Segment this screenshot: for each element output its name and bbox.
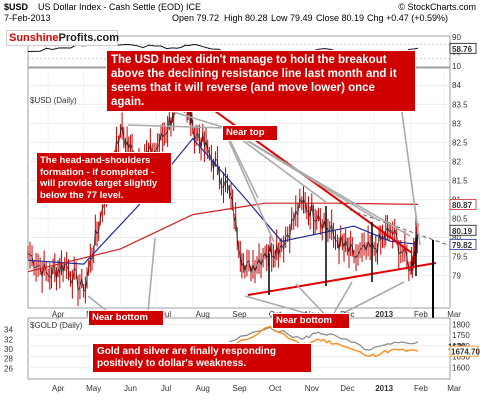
gold-panel-label: $GOLD (Daily) <box>30 321 83 330</box>
chart-close: Close 80.19 <box>316 13 364 23</box>
brand-part-2: Profits.com <box>58 32 120 44</box>
rsi-value-box <box>449 42 477 54</box>
brand-part-1: Sunshine <box>9 32 59 44</box>
price-ytick-label: 80 <box>452 233 461 242</box>
price-xtick-label: Feb <box>414 310 428 319</box>
price-ytick-label: 80.5 <box>452 214 468 223</box>
near-top-callout: Near top <box>222 125 278 141</box>
pointer-top-note <box>399 97 421 246</box>
price-ytick-label: 84 <box>452 81 461 90</box>
near-bottom-callout-2: Near bottom <box>272 313 350 329</box>
gold-xtick-label: Jul <box>161 384 171 393</box>
gold-xtick-label: 2013 <box>375 384 393 393</box>
price-xtick-label: Jul <box>161 310 171 319</box>
pointer-near-top-2 <box>127 124 227 129</box>
gold-value-box <box>449 345 479 357</box>
gold-line <box>229 325 419 358</box>
price-line <box>27 84 419 293</box>
chart-change: Chg +0.47 (+0.59%) <box>367 13 448 23</box>
price-value-box <box>449 224 477 236</box>
rsi-ytick-label: 10 <box>452 62 461 71</box>
price-ytick-label: 79.5 <box>452 253 468 262</box>
pointer-near-bottom-2 <box>147 237 156 313</box>
pointer-near-top-4 <box>225 133 275 243</box>
chart-low: Low 79.49 <box>271 13 313 23</box>
rsi-ytick-label: 90 <box>452 33 461 42</box>
price-panel-label: $USD (Daily) <box>30 96 77 105</box>
pointer-near-bottom-1 <box>87 295 109 313</box>
price-ytick-label: 82.5 <box>452 138 468 147</box>
price-ytick-label: 82 <box>452 157 461 166</box>
gold-xtick-label: Oct <box>269 384 282 393</box>
gold-xtick-label: Mar <box>447 384 461 393</box>
hs-note-callout: The head-and-shoulders formation - if co… <box>36 152 172 205</box>
price-xtick-label: Sep <box>232 310 247 319</box>
pointer-near-top-3 <box>225 131 259 199</box>
price-ytick-label: 83 <box>452 119 461 128</box>
pointer-near-top-1 <box>166 109 227 129</box>
gold-xtick-label: Sep <box>232 384 247 393</box>
chart-credit: © StockCharts.com <box>398 2 476 12</box>
chart-high: High 80.28 <box>224 13 268 23</box>
brand-logo: SunshineProfits.com <box>6 30 120 46</box>
gold-xtick-label: Nov <box>305 384 319 393</box>
gold-note-callout: Gold and silver are finally responding p… <box>92 343 312 374</box>
gold-xtick-label: Apr <box>52 384 65 393</box>
chart-date: 7-Feb-2013 <box>4 13 51 23</box>
gold-ytick-label: 1600 <box>452 363 470 372</box>
price-value-label: 80.19 <box>452 227 473 236</box>
support-dashed-line <box>349 209 449 246</box>
chart-symbol: $USD <box>4 2 29 12</box>
silver-ytick-label: 34 <box>4 326 13 335</box>
silver-ytick-label: 26 <box>4 364 13 373</box>
price-xtick-label: Mar <box>447 310 461 319</box>
price-xtick-label: 2013 <box>375 310 393 319</box>
near-bottom-callout-1: Near bottom <box>88 310 164 326</box>
chart-name: US Dollar Index - Cash Settle (EOD) ICE <box>38 2 201 12</box>
gold-ytick-label: 1650 <box>452 353 470 362</box>
gold-value-label: 1674.70 <box>451 348 480 357</box>
price-value-label: 79.82 <box>452 241 473 250</box>
price-ytick-label: 79 <box>452 272 461 281</box>
price-xtick-label: Apr <box>52 310 65 319</box>
gold-xtick-label: Dec <box>340 384 354 393</box>
price-value-label: 80.87 <box>452 201 473 210</box>
chart-open: Open 79.72 <box>172 13 219 23</box>
silver-ytick-label: 28 <box>4 355 13 364</box>
price-value-box <box>449 238 477 250</box>
gold-xtick-label: Feb <box>414 384 428 393</box>
silver-ytick-label: 30 <box>4 345 13 354</box>
gold-xtick-label: May <box>86 384 101 393</box>
price-ytick-label: 83.5 <box>452 100 468 109</box>
gold-xtick-label: Jun <box>124 384 137 393</box>
rsi-value-label: 58.76 <box>452 45 473 54</box>
gold-ytick-label: 1750 <box>452 331 470 340</box>
price-xtick-label: Aug <box>196 310 210 319</box>
top-note-callout: The USD Index didn't manage to hold the … <box>106 50 416 113</box>
rising-support-line <box>247 262 437 296</box>
gold-xtick-label: Aug <box>196 384 210 393</box>
gold-ytick-label: 1800 <box>452 320 470 329</box>
silver-ytick-label: 32 <box>4 335 13 344</box>
price-value-box <box>449 198 477 210</box>
pointer-near-top-7 <box>225 127 411 237</box>
price-ytick-label: 81.5 <box>452 176 468 185</box>
